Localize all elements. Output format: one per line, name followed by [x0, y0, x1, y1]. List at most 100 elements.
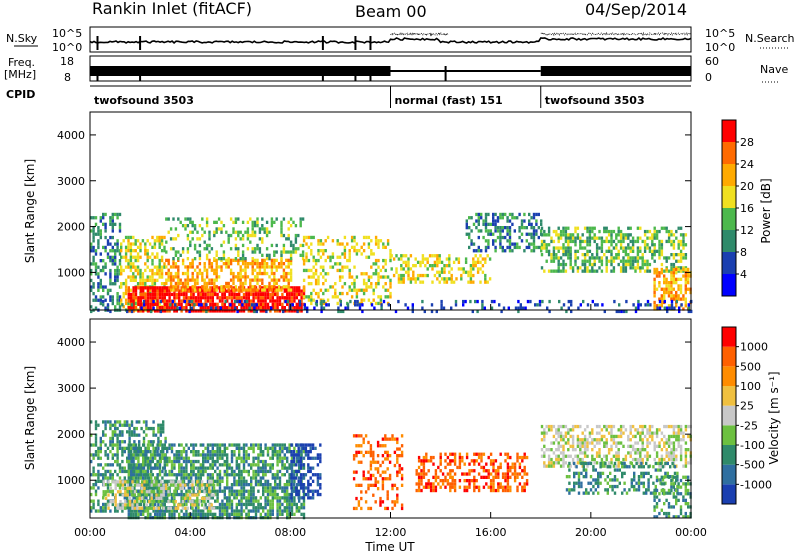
power-cell — [99, 285, 102, 289]
power-cell — [355, 288, 359, 292]
power-cell — [273, 262, 276, 266]
velocity-cell — [266, 446, 270, 450]
power-cell — [169, 285, 173, 289]
power-cell — [374, 282, 378, 286]
power-cell — [302, 268, 306, 273]
velocity-cell — [132, 446, 135, 450]
velocity-cell — [135, 433, 138, 437]
power-cell — [629, 233, 632, 237]
power-cell — [258, 250, 262, 254]
power-cell — [586, 229, 589, 234]
power-cell — [247, 286, 250, 290]
power-cell — [286, 299, 290, 304]
power-cell — [593, 233, 596, 237]
velocity-cell — [94, 420, 98, 424]
velocity-cell — [221, 509, 224, 513]
power-cell — [468, 232, 471, 236]
power-cell — [552, 249, 556, 253]
power-cell — [280, 258, 283, 262]
power-cell — [545, 259, 548, 263]
power-cell — [246, 299, 249, 304]
velocity-cell — [242, 453, 246, 457]
velocity-cell — [309, 443, 312, 447]
velocity-cell — [319, 456, 322, 460]
velocity-cell — [252, 473, 255, 477]
power-cell — [346, 291, 349, 296]
power-cell — [222, 250, 226, 254]
velocity-cell — [230, 466, 234, 470]
power-cell — [483, 306, 486, 310]
power-cell — [583, 262, 587, 267]
power-cell — [336, 295, 339, 299]
velocity-cell — [94, 443, 98, 447]
power-cell — [670, 243, 673, 247]
power-cell — [178, 299, 181, 303]
power-cell — [127, 286, 130, 290]
power-cell — [152, 306, 155, 310]
power-cell — [329, 255, 332, 259]
power-cell — [322, 275, 325, 279]
velocity-cell — [262, 463, 265, 467]
power-cell — [389, 295, 392, 299]
velocity-cell — [206, 506, 210, 510]
velocity-cell — [121, 503, 125, 507]
power-cell — [197, 296, 200, 300]
power-cell — [651, 233, 654, 237]
velocity-cell — [230, 489, 234, 493]
power-cell — [190, 292, 193, 297]
power-cell — [384, 262, 387, 266]
velocity-cell — [142, 506, 146, 510]
velocity-cell — [257, 509, 260, 513]
power-cell — [360, 298, 363, 302]
power-cell — [190, 309, 193, 313]
velocity-cell — [116, 446, 119, 450]
power-cell — [414, 280, 417, 284]
velocity-cell — [266, 479, 270, 483]
velocity-cell — [292, 450, 296, 454]
power-cell — [310, 268, 313, 273]
power-cell — [557, 226, 560, 230]
velocity-cell — [223, 469, 226, 474]
power-cell — [672, 233, 676, 237]
velocity-cell — [223, 473, 226, 477]
velocity-cell — [156, 476, 159, 480]
velocity-cell — [134, 476, 138, 480]
power-cell — [464, 299, 467, 304]
velocity-cell — [214, 443, 217, 447]
power-cell — [314, 268, 318, 273]
power-cell — [603, 239, 606, 244]
velocity-cell — [138, 483, 141, 487]
power-cell — [454, 303, 458, 307]
velocity-cell — [97, 446, 100, 450]
power-cell — [605, 256, 608, 260]
power-cell — [276, 296, 279, 300]
power-cell — [687, 277, 690, 281]
velocity-cell — [137, 476, 140, 480]
power-cell — [552, 229, 556, 234]
velocity-cell — [226, 496, 229, 500]
velocity-cell — [199, 453, 202, 457]
velocity-cell — [240, 496, 243, 500]
power-cell — [307, 245, 311, 249]
power-cell — [570, 303, 573, 307]
power-cell — [603, 309, 606, 314]
velocity-cell — [290, 489, 294, 493]
power-cell — [256, 243, 259, 248]
power-cell — [307, 282, 311, 286]
power-cell — [237, 250, 240, 254]
velocity-cell — [191, 500, 194, 504]
velocity-cell — [157, 423, 160, 427]
power-cell — [287, 262, 290, 266]
velocity-cell — [145, 433, 148, 437]
power-cell — [244, 288, 247, 292]
velocity-cell — [152, 506, 156, 510]
power-cell — [540, 239, 544, 244]
velocity-cell — [161, 450, 164, 454]
power-cell — [170, 306, 174, 310]
velocity-cell — [271, 492, 274, 497]
velocity-cell — [283, 509, 286, 513]
power-cell — [302, 288, 306, 292]
velocity-cell — [283, 499, 286, 503]
velocity-cell — [130, 453, 133, 457]
power-cell — [237, 275, 240, 279]
